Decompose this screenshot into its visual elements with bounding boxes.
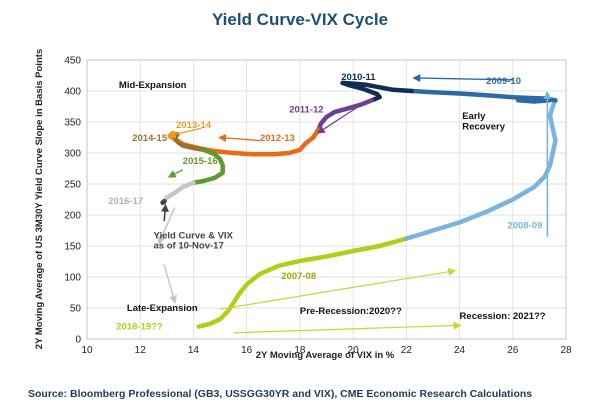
x-axis-label: 2Y Moving Average of VIX in % xyxy=(256,350,395,361)
y-tick-label: 150 xyxy=(64,242,81,253)
direction-arrow xyxy=(167,169,184,178)
direction-arrow xyxy=(233,321,462,334)
x-tick-label: 26 xyxy=(507,345,519,356)
annotation-label: 2015-16 xyxy=(183,156,218,167)
x-tick-label: 20 xyxy=(348,345,360,356)
x-tick-label: 22 xyxy=(401,345,413,356)
grid xyxy=(86,59,567,340)
direction-arrow xyxy=(161,203,169,222)
annotation-label: 2010-11 xyxy=(341,72,376,83)
direction-arrow xyxy=(167,127,202,139)
y-axis-label: 2Y Moving Average of US 3M30Y Yield Curv… xyxy=(34,49,45,349)
annotation-label: Mid-Expansion xyxy=(119,80,187,91)
series-line-2015-16 xyxy=(191,147,225,186)
series-line-2007-08 xyxy=(196,236,409,329)
series-line-yield-curve-vix-as-of-10-nov-17 xyxy=(160,198,167,206)
y-tick-label: 450 xyxy=(64,56,81,67)
annotation-label: 2007-08 xyxy=(281,271,316,282)
direction-arrow xyxy=(218,133,261,142)
x-tick-label: 28 xyxy=(560,345,572,356)
annotation-label: 2016-17 xyxy=(108,196,143,207)
series-line-2014-15 xyxy=(172,132,207,153)
annotation-label: Late-Expansion xyxy=(127,303,198,314)
series xyxy=(160,80,558,329)
chart-title: Yield Curve-VIX Cycle xyxy=(211,10,389,29)
annotation-label: 2014-15 xyxy=(132,133,168,144)
y-tick-label: 50 xyxy=(70,304,82,315)
y-tick-label: 250 xyxy=(64,180,81,191)
x-tick-label: 16 xyxy=(241,345,253,356)
y-tick-label: 0 xyxy=(75,335,81,346)
annotation-label: 2009-10 xyxy=(486,76,521,87)
annotation-label: 2008-09 xyxy=(507,221,542,232)
source-note: Source: Bloomberg Professional (GB3, USS… xyxy=(28,388,533,400)
annotation-label: 2013-14 xyxy=(176,120,212,131)
series-line-2016-17 xyxy=(161,180,196,204)
x-tick-label: 10 xyxy=(81,345,93,356)
direction-arrow xyxy=(157,207,176,245)
axes: 0 50 100 150 200 250 300 350 400 450 10 12 14 16 18 20 2… xyxy=(64,56,572,357)
annotation-label: 2018-19?? xyxy=(116,322,163,333)
direction-arrow xyxy=(163,264,178,304)
direction-arrow xyxy=(316,105,359,134)
annotation-label: as of 10-Nov-17 xyxy=(154,240,224,251)
series-line-2009-10 xyxy=(409,88,558,104)
y-tick-label: 100 xyxy=(64,273,81,284)
direction-arrow xyxy=(219,267,457,310)
y-tick-label: 350 xyxy=(64,118,81,129)
annotation-label: Early xyxy=(462,111,486,122)
x-tick-label: 18 xyxy=(294,345,306,356)
series-line-2010-11 xyxy=(340,80,414,103)
arrows xyxy=(157,74,552,334)
direction-arrow xyxy=(412,74,513,83)
x-tick-label: 14 xyxy=(188,345,200,356)
y-tick-label: 300 xyxy=(64,149,81,160)
annotation-label: Recession: 2021?? xyxy=(460,311,546,322)
x-tick-label: 24 xyxy=(454,345,466,356)
annotation-label: Pre-Recession:2020?? xyxy=(300,306,402,317)
series-line-2011-12 xyxy=(316,98,374,132)
y-tick-label: 400 xyxy=(64,87,81,98)
annotation-label: 2012-13 xyxy=(260,133,295,144)
annotation-label: Yield Curve & VIX xyxy=(154,231,234,242)
annotation-label: 2011-12 xyxy=(289,105,323,116)
y-tick-label: 200 xyxy=(64,211,81,222)
x-tick-label: 12 xyxy=(135,345,147,356)
annotation-label: Recovery xyxy=(462,121,505,132)
plot-frame xyxy=(86,59,567,340)
